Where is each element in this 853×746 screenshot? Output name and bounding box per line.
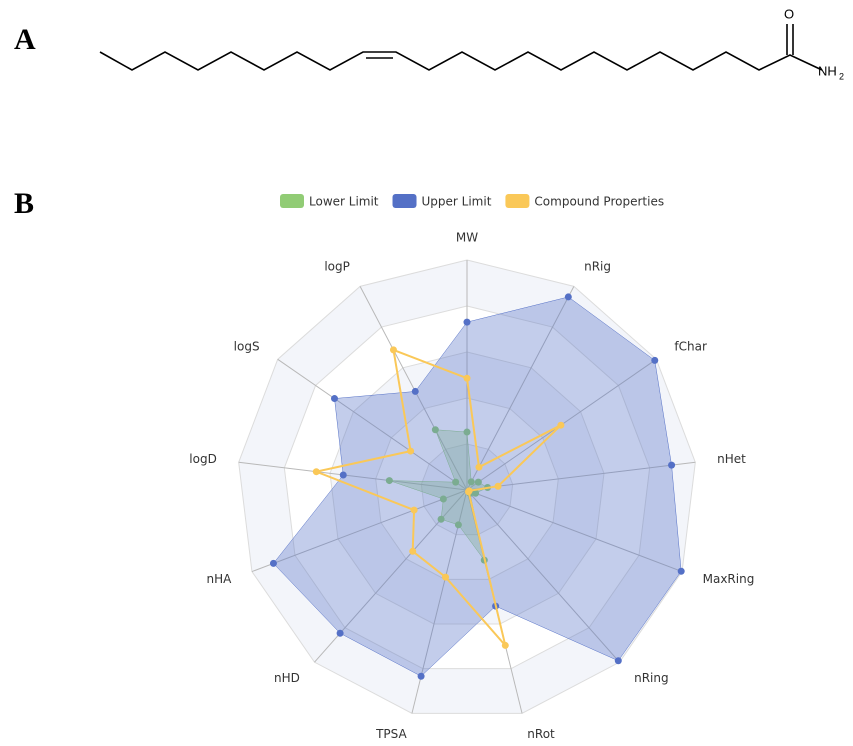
data-point xyxy=(463,428,471,436)
data-point xyxy=(557,421,565,429)
data-point xyxy=(442,573,450,581)
data-point xyxy=(465,488,473,496)
data-point xyxy=(437,515,445,523)
atom-label: O xyxy=(784,6,794,21)
data-point xyxy=(269,559,277,567)
data-point xyxy=(409,547,417,555)
axis-label: TPSA xyxy=(375,727,407,741)
carbon-chain xyxy=(99,51,823,71)
axis-label: nHA xyxy=(207,572,233,586)
data-point xyxy=(330,395,338,403)
data-point xyxy=(463,318,471,326)
data-point xyxy=(475,463,483,471)
panel-label: A xyxy=(14,23,36,56)
data-point xyxy=(312,468,320,476)
data-point xyxy=(677,567,685,575)
axis-label: nRot xyxy=(527,727,555,741)
data-point xyxy=(385,477,393,485)
axis-label: nRing xyxy=(634,671,669,685)
data-point xyxy=(472,489,480,497)
data-point xyxy=(454,521,462,529)
data-point xyxy=(651,356,659,364)
axis-label: logP xyxy=(324,259,350,273)
data-point xyxy=(614,657,622,665)
legend-label: Compound Properties xyxy=(534,195,664,209)
data-point xyxy=(431,426,439,434)
data-point xyxy=(339,471,347,479)
axis-line xyxy=(251,489,468,573)
series-line xyxy=(312,348,562,647)
axis-label: logD xyxy=(189,452,217,466)
axis-label: logS xyxy=(234,339,260,353)
data-point xyxy=(668,461,676,469)
axis-label: nRig xyxy=(584,259,611,273)
legend-label: Lower Limit xyxy=(309,195,379,209)
data-point xyxy=(474,478,482,486)
data-point xyxy=(439,495,447,503)
axis-label: MaxRing xyxy=(703,572,755,586)
data-point xyxy=(452,478,460,486)
molecule xyxy=(99,24,823,71)
data-point xyxy=(417,672,425,680)
data-point xyxy=(410,506,418,514)
data-point xyxy=(463,374,471,382)
axis-label: nHD xyxy=(274,671,300,685)
data-point xyxy=(389,346,397,354)
atom-label: NH xyxy=(818,63,837,78)
axis-line xyxy=(466,461,696,491)
axis-line xyxy=(466,489,620,663)
data-point xyxy=(411,387,419,395)
data-point xyxy=(407,447,415,455)
axis-label: fChar xyxy=(674,339,707,353)
axis-line xyxy=(466,286,575,491)
legend-swatch xyxy=(505,194,530,208)
panel-label: B xyxy=(14,187,34,220)
data-point xyxy=(494,482,502,490)
legend-swatch xyxy=(280,194,304,208)
data-point xyxy=(501,641,509,649)
axis-line xyxy=(277,358,468,491)
data-point xyxy=(336,629,344,637)
axis-line xyxy=(466,489,683,573)
data-point xyxy=(564,293,572,301)
axis-line xyxy=(359,286,468,491)
atom-label: 2 xyxy=(839,71,844,81)
data-point xyxy=(467,478,475,486)
radar-chart: MW nRig fChar nHet MaxRing nRing nRot TPSA nHD nH… xyxy=(189,194,754,741)
axis-label: MW xyxy=(456,231,478,245)
series-area xyxy=(273,296,682,677)
axis-line xyxy=(238,461,468,491)
legend-swatch xyxy=(392,194,417,208)
axis-label: nHet xyxy=(717,452,746,466)
legend-label: Upper Limit xyxy=(422,195,492,209)
